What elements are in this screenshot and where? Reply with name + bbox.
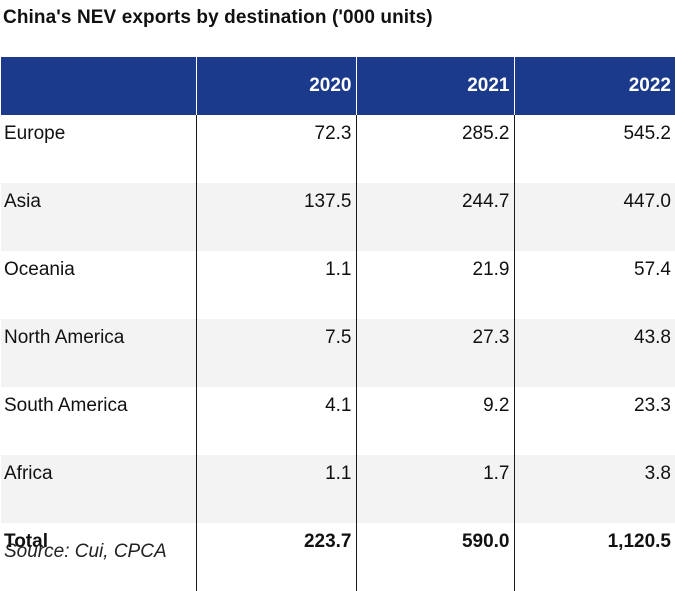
table-cell: 21.9 — [355, 251, 514, 319]
header-row: 2020 2021 2022 — [1, 57, 675, 115]
exports-table: 2020 2021 2022 Europe 72.3 285.2 545.2 A… — [1, 57, 675, 591]
row-label: Africa — [1, 455, 196, 523]
table-cell: 23.3 — [513, 387, 675, 455]
table-cell: 43.8 — [513, 319, 675, 387]
chart-title: China's NEV exports by destination ('000… — [3, 7, 433, 28]
table-cell: 244.7 — [355, 183, 514, 251]
row-label: South America — [1, 387, 196, 455]
table-row: Africa 1.1 1.7 3.8 — [1, 455, 675, 523]
table-cell: 1.1 — [195, 455, 356, 523]
total-cell: 223.7 — [195, 523, 356, 591]
table-cell: 7.5 — [195, 319, 356, 387]
table-cell: 137.5 — [195, 183, 356, 251]
row-label: Asia — [1, 183, 196, 251]
table-cell: 72.3 — [195, 115, 356, 183]
header-cell-label — [1, 57, 196, 115]
total-cell: 1,120.5 — [513, 523, 675, 591]
table-row: Asia 137.5 244.7 447.0 — [1, 183, 675, 251]
total-cell: 590.0 — [355, 523, 514, 591]
table-cell: 447.0 — [513, 183, 675, 251]
table-cell: 285.2 — [355, 115, 514, 183]
table-row: North America 7.5 27.3 43.8 — [1, 319, 675, 387]
table-cell: 57.4 — [513, 251, 675, 319]
row-label: North America — [1, 319, 196, 387]
table-cell: 27.3 — [355, 319, 514, 387]
table-cell: 545.2 — [513, 115, 675, 183]
source-note: Source: Cui, CPCA — [4, 541, 167, 562]
table-cell: 1.1 — [195, 251, 356, 319]
header-cell-2022: 2022 — [513, 57, 675, 115]
header-cell-2021: 2021 — [355, 57, 514, 115]
table-row: South America 4.1 9.2 23.3 — [1, 387, 675, 455]
table-cell: 9.2 — [355, 387, 514, 455]
header-cell-2020: 2020 — [195, 57, 356, 115]
row-label: Oceania — [1, 251, 196, 319]
row-label: Europe — [1, 115, 196, 183]
table-row: Oceania 1.1 21.9 57.4 — [1, 251, 675, 319]
table-cell: 4.1 — [195, 387, 356, 455]
table-row: Europe 72.3 285.2 545.2 — [1, 115, 675, 183]
table-cell: 3.8 — [513, 455, 675, 523]
table-cell: 1.7 — [355, 455, 514, 523]
